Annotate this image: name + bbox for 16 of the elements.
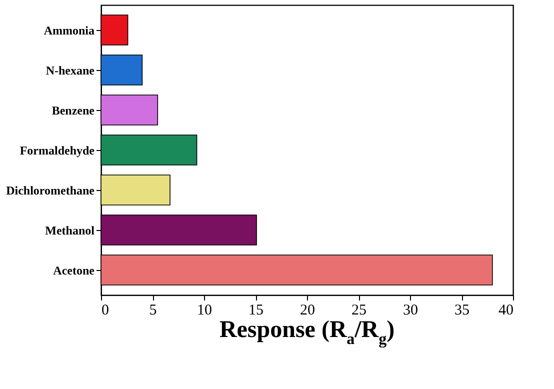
y-tick-label: Ammonia <box>44 24 94 38</box>
x-tick-label: 10 <box>197 302 212 318</box>
x-tick-label: 30 <box>403 302 418 318</box>
x-tick-label: 15 <box>248 302 264 318</box>
y-tick-label: N-hexane <box>46 64 96 78</box>
x-tick-label: 40 <box>498 302 514 318</box>
y-tick-label: Formaldehyde <box>20 144 96 158</box>
y-tick-label: Acetone <box>53 264 96 278</box>
y-tick-label: Methanol <box>45 224 96 238</box>
y-tick-label: Dichloromethane <box>6 184 96 198</box>
x-tick-label: 20 <box>300 302 315 318</box>
x-tick-label: 25 <box>352 302 366 318</box>
x-tick-label: 0 <box>102 302 109 318</box>
x-tick-label: 35 <box>454 302 470 318</box>
y-tick-label: Benzene <box>52 104 96 118</box>
x-tick-label: 5 <box>149 302 157 318</box>
